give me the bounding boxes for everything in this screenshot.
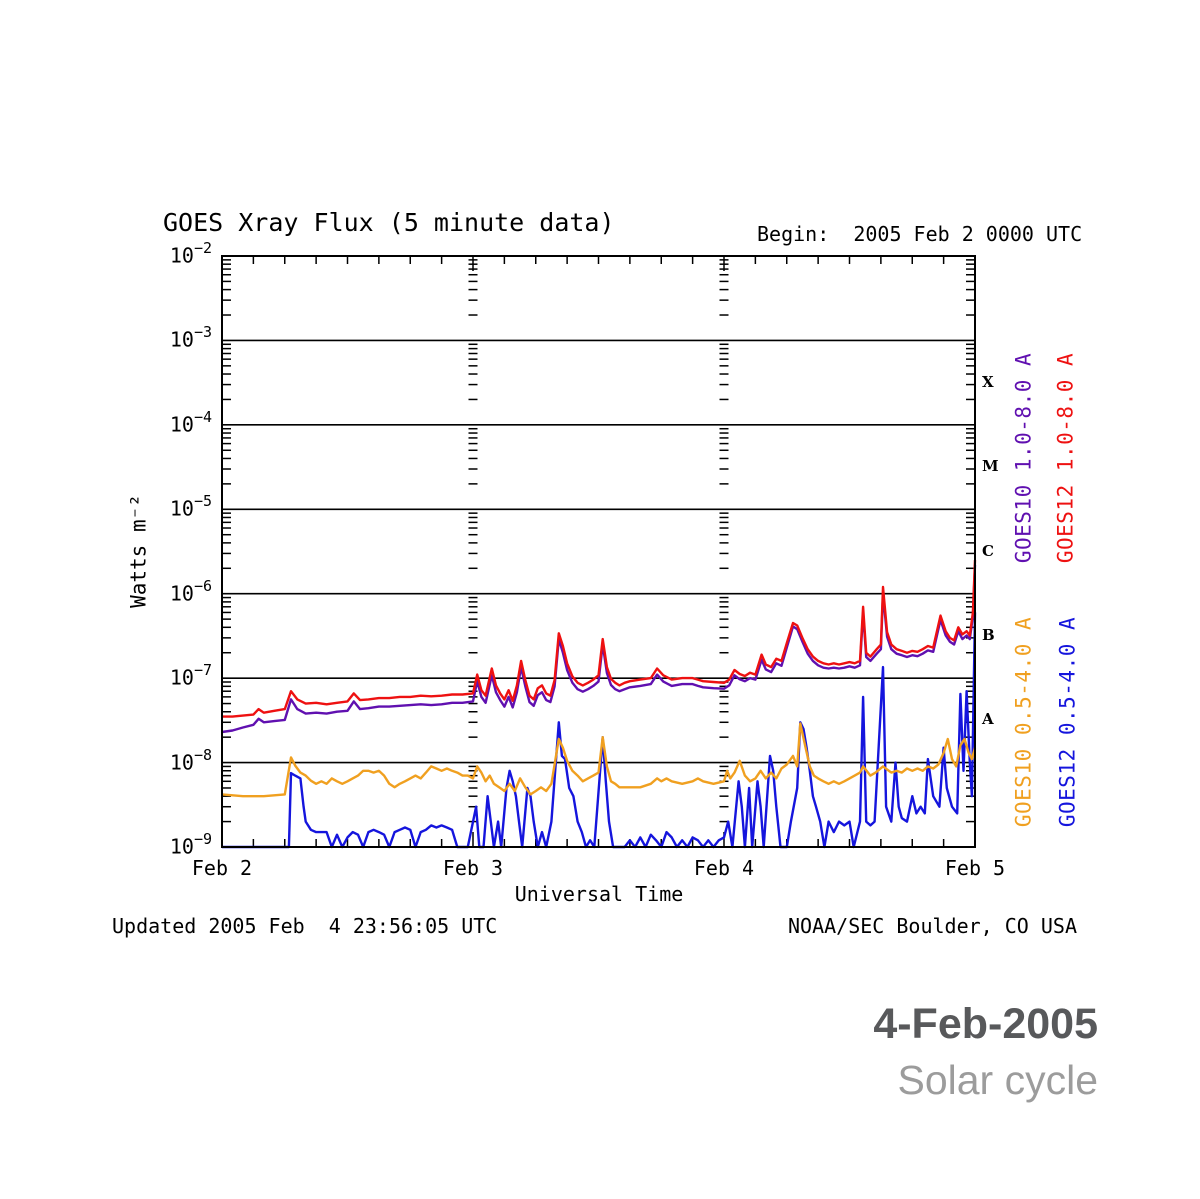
flare-class-label-a: A (982, 710, 994, 729)
flare-class-label-m: M (982, 457, 999, 476)
legend-entry-goes12-0-5-4-0-a: GOES12 0.5-4.0 A (1055, 616, 1080, 828)
x-axis-label: Universal Time (514, 882, 684, 906)
big-date-label: 4-Feb-2005 (873, 1000, 1098, 1048)
x-tick-label: Feb 2 (191, 856, 253, 880)
x-tick-label: Feb 5 (944, 856, 1006, 880)
y-tick-label: 10−7 (169, 661, 212, 690)
y-tick-label: 10−6 (169, 576, 212, 606)
flare-class-label-c: C (982, 541, 994, 560)
y-tick-label: 10−2 (169, 239, 212, 268)
y-tick-label: 10−9 (169, 830, 212, 859)
y-tick-label: 10−4 (169, 407, 212, 437)
legend-entry-goes10-0-5-4-0-a: GOES10 0.5-4.0 A (1011, 616, 1036, 828)
series-goes12-1-0-8-0-a (222, 560, 977, 718)
flare-class-label-b: B (982, 625, 995, 644)
source-label: NOAA/SEC Boulder, CO USA (788, 914, 1077, 938)
x-tick-label: Feb 4 (693, 856, 755, 880)
x-tick-label: Feb 3 (442, 856, 504, 880)
updated-label: Updated 2005 Feb 4 23:56:05 UTC (112, 914, 498, 938)
series-goes12-0-5-4-0-a (222, 612, 977, 849)
begin-label: Begin: 2005 Feb 2 0000 UTC (757, 222, 1083, 246)
solar-cycle-label: Solar cycle (897, 1057, 1098, 1103)
flare-class-label-x: X (982, 372, 994, 391)
chart-title: GOES Xray Flux (5 minute data) (163, 208, 615, 237)
legend-entry-goes12-1-0-8-0-a: GOES12 1.0-8.0 A (1053, 352, 1078, 564)
plot-border (221, 255, 976, 848)
legend-entry-goes10-1-0-8-0-a: GOES10 1.0-8.0 A (1011, 352, 1036, 564)
y-tick-label: 10−5 (169, 492, 212, 521)
y-tick-label: 10−3 (169, 323, 212, 353)
y-tick-label: 10−8 (169, 745, 212, 775)
series-goes10-0-5-4-0-a (221, 722, 977, 798)
